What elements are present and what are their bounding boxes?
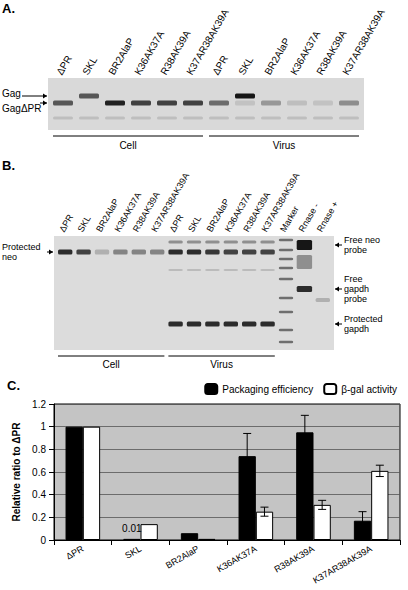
svg-text:SKL: SKL xyxy=(236,54,255,76)
svg-text:K37AR38AK39A: K37AR38AK39A xyxy=(340,7,387,77)
svg-text:K36AK37A: K36AK37A xyxy=(222,190,254,234)
svg-text:SKL: SKL xyxy=(186,214,203,234)
svg-text:Gag: Gag xyxy=(2,88,21,99)
svg-text:R38AK39A: R38AK39A xyxy=(273,544,317,575)
svg-text:GagΔPR: GagΔPR xyxy=(2,103,41,114)
svg-text:Marker: Marker xyxy=(278,204,301,234)
svg-text:ΔPR: ΔPR xyxy=(57,212,75,233)
svg-text:R38AK39A: R38AK39A xyxy=(130,190,162,234)
svg-text:Virus: Virus xyxy=(210,359,233,370)
svg-text:K37AR38AK39A: K37AR38AK39A xyxy=(260,171,302,234)
svg-text:K37AR38AK39A: K37AR38AK39A xyxy=(149,171,191,234)
svg-text:0.2: 0.2 xyxy=(32,512,46,523)
svg-text:Cell: Cell xyxy=(119,140,136,151)
svg-text:K36AK37A: K36AK37A xyxy=(132,28,167,77)
svg-text:R38AK39A: R38AK39A xyxy=(314,28,349,77)
svg-text:BR2AlaP: BR2AlaP xyxy=(106,36,136,77)
svg-text:Protected: Protected xyxy=(344,314,383,324)
svg-text:gapdh: gapdh xyxy=(344,324,369,334)
svg-text:A.: A. xyxy=(2,1,15,16)
svg-text:Packaging efficiency: Packaging efficiency xyxy=(222,384,313,395)
svg-text:neo: neo xyxy=(2,252,17,262)
svg-text:Rnase -: Rnase - xyxy=(296,201,321,234)
svg-text:Protected: Protected xyxy=(2,242,41,252)
svg-text:0.4: 0.4 xyxy=(32,489,46,500)
svg-text:BR2AlaP: BR2AlaP xyxy=(204,197,232,234)
svg-text:Cell: Cell xyxy=(103,359,120,370)
svg-text:Free: Free xyxy=(344,274,363,284)
svg-text:BR2AlaP: BR2AlaP xyxy=(94,197,121,234)
svg-text:Rnase +: Rnase + xyxy=(315,199,341,233)
svg-text:SKL: SKL xyxy=(80,54,99,76)
svg-text:0.8: 0.8 xyxy=(32,444,46,455)
svg-text:BR2AlaP: BR2AlaP xyxy=(164,544,201,571)
svg-text:probe: probe xyxy=(344,294,367,304)
svg-text:ΔPR: ΔPR xyxy=(210,53,230,76)
svg-text:K36AK37A: K36AK37A xyxy=(288,28,323,77)
svg-text:probe: probe xyxy=(344,245,367,255)
svg-text:BR2AlaP: BR2AlaP xyxy=(262,36,292,77)
svg-text:ΔPR: ΔPR xyxy=(64,543,85,561)
svg-text:β-gal activity: β-gal activity xyxy=(341,384,397,395)
svg-text:0.01: 0.01 xyxy=(122,523,142,534)
svg-text:Relative ratio to ΔPR: Relative ratio to ΔPR xyxy=(11,422,22,522)
svg-text:R38AK39A: R38AK39A xyxy=(241,190,273,234)
svg-text:SKL: SKL xyxy=(76,214,93,234)
svg-text:K37AR38AK39A: K37AR38AK39A xyxy=(311,544,374,586)
svg-text:C.: C. xyxy=(7,378,20,393)
svg-text:ΔPR: ΔPR xyxy=(168,212,186,233)
svg-text:ΔPR: ΔPR xyxy=(54,53,74,76)
svg-text:gapdh: gapdh xyxy=(344,284,369,294)
svg-text:0: 0 xyxy=(40,535,46,546)
svg-text:Free neo: Free neo xyxy=(344,235,380,245)
svg-text:1: 1 xyxy=(40,421,46,432)
svg-text:K36AK37A: K36AK37A xyxy=(112,190,144,234)
svg-text:1.2: 1.2 xyxy=(32,399,46,410)
svg-text:0.6: 0.6 xyxy=(32,467,46,478)
svg-text:K36AK37A: K36AK37A xyxy=(215,544,258,575)
svg-text:Virus: Virus xyxy=(273,140,296,151)
svg-text:B.: B. xyxy=(2,158,15,173)
svg-text:SKL: SKL xyxy=(123,544,143,561)
svg-text:R38AK39A: R38AK39A xyxy=(158,28,193,77)
svg-text:K37AR38AK39A: K37AR38AK39A xyxy=(184,7,231,77)
